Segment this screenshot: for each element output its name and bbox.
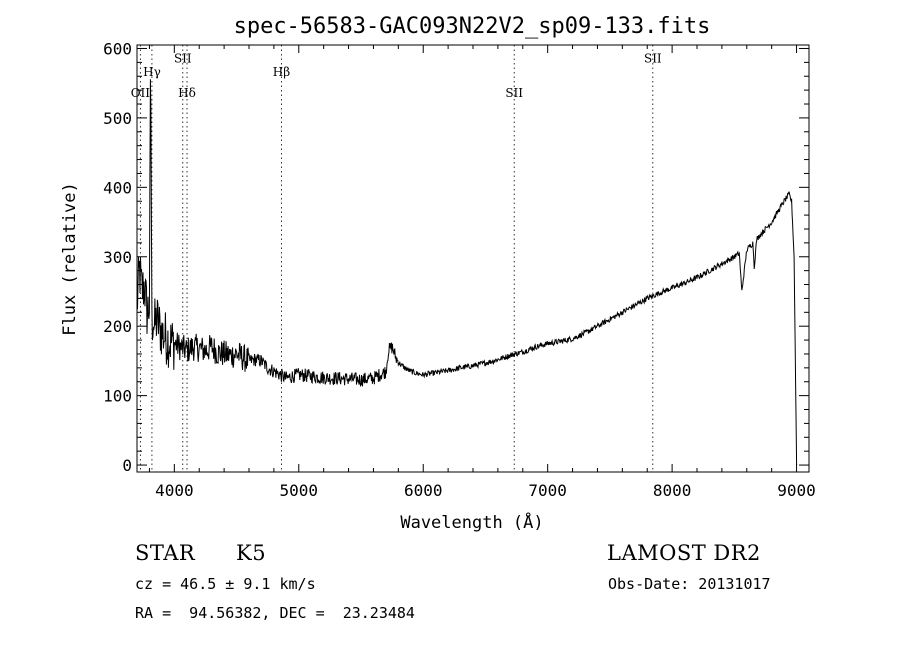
- y-tick-label: 100: [103, 387, 132, 406]
- y-tick-label: 400: [103, 178, 132, 197]
- x-tick-label: 8000: [653, 481, 692, 500]
- axis-ticks: 4000 5000 6000 7000 8000 9000 0 100 200 300 400 500…: [103, 39, 816, 500]
- spectral-line-markers: OII Hγ SII Hδ Hβ SII SII: [131, 45, 662, 472]
- line-marker-label: Hβ: [273, 65, 290, 79]
- x-tick-label: 6000: [404, 481, 443, 500]
- line-marker-label: Hδ: [178, 86, 196, 100]
- y-tick-label: 600: [103, 39, 132, 58]
- x-tick-label: 7000: [528, 481, 567, 500]
- x-axis-label: Wavelength (Å): [400, 511, 543, 533]
- plot-frame: [136, 44, 810, 473]
- chart-title: spec-56583-GAC093N22V2_sp09-133.fits: [234, 14, 711, 39]
- line-marker-label: SII: [174, 51, 192, 65]
- spectrum-line: [136, 79, 798, 466]
- y-tick-label: 0: [122, 456, 132, 475]
- coordinates: RA = 94.56382, DEC = 23.23484: [135, 604, 415, 622]
- line-marker-label: OII: [131, 86, 151, 100]
- y-tick-label: 500: [103, 109, 132, 128]
- redshift-cz: cz = 46.5 ± 9.1 km/s: [135, 575, 316, 593]
- y-tick-label: 300: [103, 248, 132, 267]
- survey-name: LAMOST DR2: [607, 541, 761, 565]
- x-tick-label: 5000: [280, 481, 319, 500]
- line-marker-label: SII: [505, 86, 523, 100]
- y-tick-label: 200: [103, 317, 132, 336]
- x-tick-label: 9000: [777, 481, 816, 500]
- line-marker-label: SII: [644, 51, 662, 65]
- object-class: STAR: [135, 541, 196, 565]
- y-axis-label: Flux (relative): [60, 182, 80, 336]
- x-tick-label: 4000: [155, 481, 194, 500]
- observation-date: Obs-Date: 20131017: [608, 575, 771, 593]
- line-marker-label: Hγ: [143, 65, 161, 79]
- object-subclass: K5: [236, 541, 267, 565]
